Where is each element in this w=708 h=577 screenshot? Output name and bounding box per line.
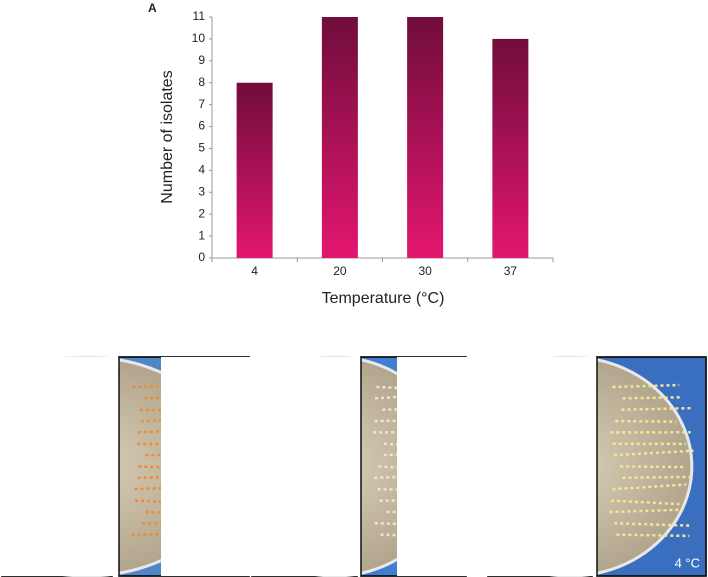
y-axis-label: Number of isolates	[159, 70, 176, 203]
temp-label: 30 °C	[8, 555, 41, 570]
y-tick-label: 2	[198, 206, 205, 220]
y-tick-label: 6	[198, 119, 205, 133]
colony-streak	[613, 449, 694, 457]
colony-streak	[615, 419, 677, 424]
y-tick-label: 5	[198, 141, 205, 155]
y-tick-label: 1	[198, 228, 205, 242]
y-tick-label: 4	[198, 163, 205, 177]
clip-edge	[161, 357, 361, 576]
y-tick-label: 7	[198, 97, 205, 111]
y-tick-label: 0	[198, 250, 205, 264]
temp-label: 4 °C	[675, 555, 700, 570]
panel-label: B	[10, 370, 19, 385]
colony-streak	[616, 533, 690, 538]
colony-streak	[620, 465, 685, 469]
clip-edge	[397, 357, 597, 576]
bar	[492, 38, 529, 259]
x-tick-label: 37	[504, 264, 518, 278]
y-tick-label: 11	[193, 9, 206, 23]
bar	[407, 17, 444, 258]
x-tick-label: 30	[418, 264, 432, 278]
plate-photo	[397, 355, 707, 577]
y-tick-label: 10	[192, 31, 206, 45]
panel-label: D	[496, 370, 505, 385]
panel-label: A	[148, 1, 157, 15]
temp-label: 30 °C	[494, 555, 527, 570]
colony-streak	[612, 483, 687, 491]
x-tick-label: 4	[251, 264, 258, 278]
panel-label: C	[260, 370, 270, 385]
colony-streak	[144, 394, 228, 400]
photo-frame	[596, 356, 707, 577]
x-axis-label: Temperature (°C)	[322, 290, 445, 307]
y-tick-label: 8	[198, 75, 205, 89]
clip-edge	[0, 357, 119, 576]
colony-streak	[614, 522, 690, 527]
y-tick-label: 9	[198, 53, 205, 67]
bar	[236, 82, 273, 259]
colony-streak	[622, 396, 683, 400]
bar	[321, 17, 358, 258]
colony-streak	[609, 508, 684, 514]
colony-streak	[374, 473, 453, 480]
temp-label: 30 °C	[258, 555, 291, 570]
x-tick-label: 20	[333, 264, 347, 278]
y-tick-label: 3	[198, 184, 205, 198]
colony-streak	[612, 383, 680, 389]
